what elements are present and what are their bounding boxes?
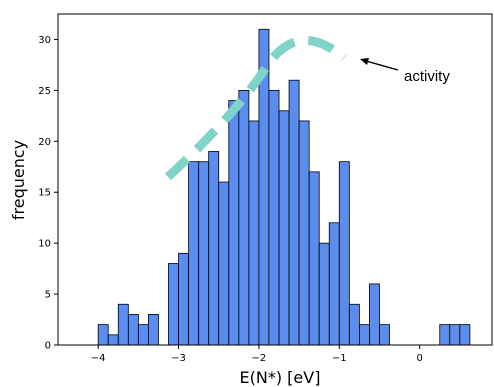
histogram-bar bbox=[208, 151, 220, 346]
histogram-bar bbox=[107, 334, 119, 346]
x-tick-label: −1 bbox=[332, 353, 347, 364]
histogram-bar bbox=[238, 89, 250, 346]
y-tick-label: 20 bbox=[38, 137, 51, 148]
histogram-bar bbox=[198, 161, 210, 346]
y-tick-label: 0 bbox=[45, 341, 51, 352]
y-tick-label: 5 bbox=[45, 290, 51, 301]
x-tick-label: −2 bbox=[252, 353, 267, 364]
activity-arrow-head bbox=[360, 58, 369, 65]
histogram-bar bbox=[248, 120, 260, 346]
histogram-bar bbox=[298, 120, 310, 346]
histogram-bar bbox=[218, 181, 230, 346]
histogram-bar bbox=[97, 324, 109, 346]
histogram-bar bbox=[117, 303, 129, 346]
histogram-bar bbox=[288, 79, 300, 346]
histogram-bar bbox=[278, 110, 290, 346]
activity-arrow-line bbox=[365, 60, 399, 71]
histogram-bar bbox=[369, 283, 380, 346]
histogram-bar bbox=[268, 89, 280, 346]
histogram-bar bbox=[318, 242, 330, 346]
x-axis: −4 −3 −2 −1 0 bbox=[91, 345, 423, 364]
histogram-bar bbox=[178, 252, 190, 346]
x-tick-label: −4 bbox=[91, 353, 106, 364]
histogram-bar bbox=[188, 161, 200, 346]
histogram-bar bbox=[459, 324, 471, 346]
histogram-bar bbox=[338, 161, 350, 346]
histogram-bar bbox=[439, 324, 451, 346]
histogram-bars bbox=[97, 28, 471, 346]
histogram-bar bbox=[328, 222, 340, 346]
histogram-bar bbox=[348, 303, 360, 346]
histogram-bar bbox=[228, 100, 240, 346]
histogram-bar bbox=[308, 171, 320, 346]
histogram-bar bbox=[148, 314, 159, 346]
histogram-bar bbox=[358, 324, 370, 346]
activity-curve bbox=[164, 35, 347, 181]
y-tick-label: 15 bbox=[38, 188, 51, 199]
x-tick-label: −3 bbox=[171, 353, 186, 364]
y-tick-label: 10 bbox=[38, 239, 51, 250]
y-tick-label: 25 bbox=[38, 86, 51, 97]
histogram-bar bbox=[127, 314, 139, 346]
histogram-bar bbox=[168, 263, 179, 346]
histogram-bar bbox=[379, 324, 390, 346]
y-axis-label: frequency bbox=[9, 140, 28, 220]
y-axis: 0 5 10 15 20 25 30 bbox=[38, 35, 58, 352]
histogram-bar bbox=[449, 324, 461, 346]
histogram-bar bbox=[137, 324, 149, 346]
plot-frame bbox=[57, 13, 493, 346]
x-axis-label: E(N*) [eV] bbox=[240, 368, 321, 387]
y-tick-label: 30 bbox=[38, 35, 51, 46]
activity-label: activity bbox=[404, 68, 450, 85]
x-tick-label: 0 bbox=[416, 353, 422, 364]
